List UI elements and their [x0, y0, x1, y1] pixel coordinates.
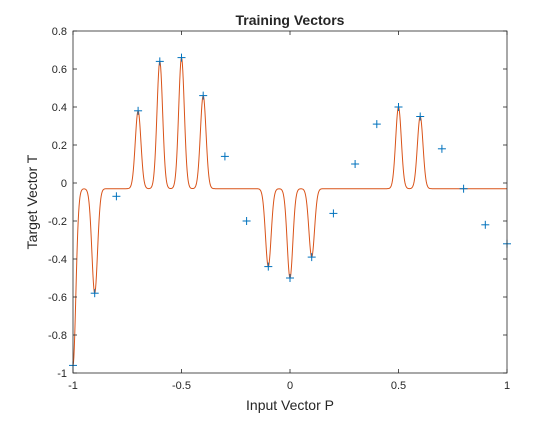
data-point [437, 144, 446, 153]
data-point [264, 262, 273, 271]
data-point [329, 209, 338, 218]
data-point [351, 160, 360, 168]
x-tick-label: 0 [287, 380, 293, 392]
data-layer [69, 53, 511, 370]
plot-frame [72, 30, 508, 374]
y-tick-label: -0.2 [48, 216, 67, 228]
data-point [307, 253, 316, 262]
data-point [134, 106, 143, 115]
data-point [112, 192, 121, 201]
y-tick-label: 0.2 [52, 140, 67, 152]
y-tick-label: 0.6 [52, 64, 67, 76]
tick-layer: -1 -0.5 0 0.5 1 -1 -0.8 -0.6 -0.4 -0.2 0 0.2 0.4 0.6 0… [48, 26, 510, 392]
data-point [220, 152, 229, 161]
y-tick-label: -0.4 [48, 254, 67, 266]
data-point [286, 274, 294, 282]
data-point [372, 120, 381, 129]
x-tick-label: 1 [504, 380, 510, 392]
data-point [416, 112, 425, 121]
y-tick-label: -0.8 [48, 330, 67, 342]
y-tick-label: 0 [61, 178, 67, 190]
data-point [394, 103, 403, 111]
x-axis-label: Input Vector P [246, 397, 334, 413]
data-point [459, 184, 468, 193]
chart-title: Training Vectors [236, 12, 345, 28]
y-tick-label: 0.8 [52, 26, 67, 38]
y-axis-label: Target Vector T [24, 154, 40, 249]
data-point [481, 220, 490, 229]
y-tick-label: -0.6 [48, 292, 67, 304]
data-point [199, 91, 208, 100]
data-point [155, 57, 164, 66]
data-point [242, 217, 251, 225]
x-tick-label: -0.5 [172, 380, 191, 392]
plot-area [73, 31, 507, 373]
data-point [177, 53, 186, 62]
x-tick-label: -1 [68, 380, 78, 392]
y-tick-label: 0.4 [52, 102, 67, 114]
x-tick-label: 0.5 [391, 380, 406, 392]
data-point [90, 289, 99, 298]
y-tick-label: -1 [57, 368, 67, 380]
